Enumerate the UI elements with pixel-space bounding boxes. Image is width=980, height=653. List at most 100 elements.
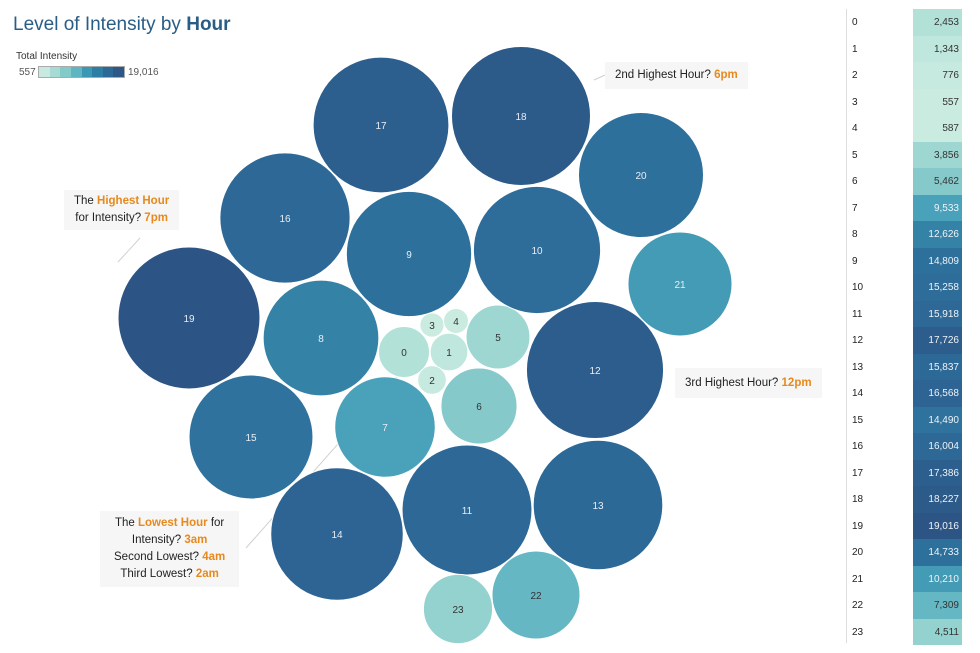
bubble-hour-1[interactable] [429,332,469,372]
bubble-hour-22[interactable] [491,550,581,640]
bubble-hour-4[interactable] [443,308,469,334]
callout-highest-hour: The Highest Hour for Intensity? 7pm [64,190,180,230]
row-hour: 10 [852,282,864,293]
legend-swatch [70,67,82,77]
legend-swatch [39,67,50,77]
color-legend [38,66,125,78]
row-intensity-value: 5,462 [913,168,962,195]
row-hour: 3 [852,96,858,108]
legend-swatch [102,67,114,77]
bubble-label-16: 16 [279,214,291,225]
bubble-hour-15[interactable] [188,374,314,500]
bubble-label-17: 17 [375,121,387,132]
bubble-label-19: 19 [183,314,195,325]
table-row: 21 10,210 [847,565,962,592]
table-row: 14 16,568 [847,380,962,407]
hour-intensity-table: 0 2,453 1 1,343 2 776 3 557 4 587 5 3,856 6 5,462 7 9,5… [846,9,962,645]
bubble-label-8: 8 [318,334,324,345]
bubble-label-12: 12 [589,366,601,377]
row-intensity-value: 19,016 [913,512,962,539]
bubble-hour-5[interactable] [465,304,531,370]
leader-second [593,74,606,81]
row-hour: 4 [852,123,858,134]
bubble-hour-19[interactable] [117,246,261,390]
bubble-hour-12[interactable] [525,300,665,440]
table-row: 2 776 [847,62,962,89]
bubble-hour-14[interactable] [270,467,404,601]
legend-swatch [49,67,61,77]
row-hour: 11 [852,308,863,320]
leader-highest [117,237,141,263]
bubble-hour-16[interactable] [219,152,351,284]
row-intensity-value: 16,568 [913,380,962,407]
bubble-label-23: 23 [452,605,464,616]
row-hour: 2 [852,70,858,81]
bubble-label-5: 5 [495,333,501,344]
table-row: 13 15,837 [847,353,962,380]
table-row: 23 4,511 [847,618,962,645]
bubble-hour-9[interactable] [345,190,473,318]
bubble-hour-20[interactable] [578,112,704,238]
bubble-label-1: 1 [446,348,452,359]
legend-max: 19,016 [128,67,159,78]
table-row: 11 15,918 [847,300,962,327]
row-intensity-value: 7,309 [913,592,962,619]
legend-title: Total Intensity [16,51,78,62]
bubble-hour-0[interactable] [377,325,431,379]
row-hour: 1 [852,43,858,55]
table-row: 7 9,533 [847,194,962,221]
bubble-label-2: 2 [429,376,435,387]
callout-second-highest: 2nd Highest Hour? 6pm [605,62,748,89]
bubble-hour-2[interactable] [417,365,447,395]
table-row: 8 12,626 [847,221,962,248]
row-intensity-value: 15,258 [913,274,962,301]
row-hour: 19 [852,520,864,532]
row-intensity-value: 776 [913,62,962,89]
row-intensity-value: 18,227 [913,486,962,513]
bubble-hour-13[interactable] [532,439,664,571]
table-row: 16 16,004 [847,433,962,460]
row-hour: 7 [852,202,858,214]
table-row: 10 15,258 [847,274,962,301]
row-hour: 12 [852,335,864,346]
bubble-hour-6[interactable] [440,367,518,445]
table-row: 17 17,386 [847,459,962,486]
bubble-hour-23[interactable] [422,573,494,645]
bubble-hour-11[interactable] [401,444,533,576]
row-intensity-value: 17,726 [913,327,962,354]
bubble-hour-17[interactable] [312,56,450,194]
row-hour: 21 [852,573,864,585]
bubble-hour-18[interactable] [450,45,592,187]
row-hour: 8 [852,229,858,240]
row-hour: 22 [852,600,864,611]
row-intensity-value: 12,626 [913,221,962,248]
bubble-label-18: 18 [515,112,527,123]
row-hour: 5 [852,149,858,161]
bubble-label-13: 13 [592,501,604,512]
table-row: 18 18,227 [847,486,962,513]
legend-swatch [81,67,93,77]
legend-swatch [92,67,103,77]
row-intensity-value: 15,837 [913,353,962,380]
bubble-label-9: 9 [406,250,412,261]
bubble-label-3: 3 [429,321,435,332]
row-intensity-value: 4,511 [913,618,962,645]
bubble-hour-8[interactable] [262,279,380,397]
row-intensity-value: 1,343 [913,35,962,62]
bubble-label-4: 4 [453,317,459,328]
row-hour: 18 [852,494,864,505]
table-row: 22 7,309 [847,592,962,619]
bubble-hour-10[interactable] [472,185,602,315]
row-intensity-value: 14,490 [913,406,962,433]
row-hour: 16 [852,441,864,452]
bubble-hour-7[interactable] [334,376,436,478]
table-row: 9 14,809 [847,247,962,274]
table-row: 19 19,016 [847,512,962,539]
bubble-label-11: 11 [462,506,473,517]
bubble-label-0: 0 [401,348,407,359]
bubble-hour-21[interactable] [627,231,733,337]
row-hour: 13 [852,361,864,373]
row-intensity-value: 2,453 [913,9,962,36]
row-hour: 6 [852,176,858,187]
